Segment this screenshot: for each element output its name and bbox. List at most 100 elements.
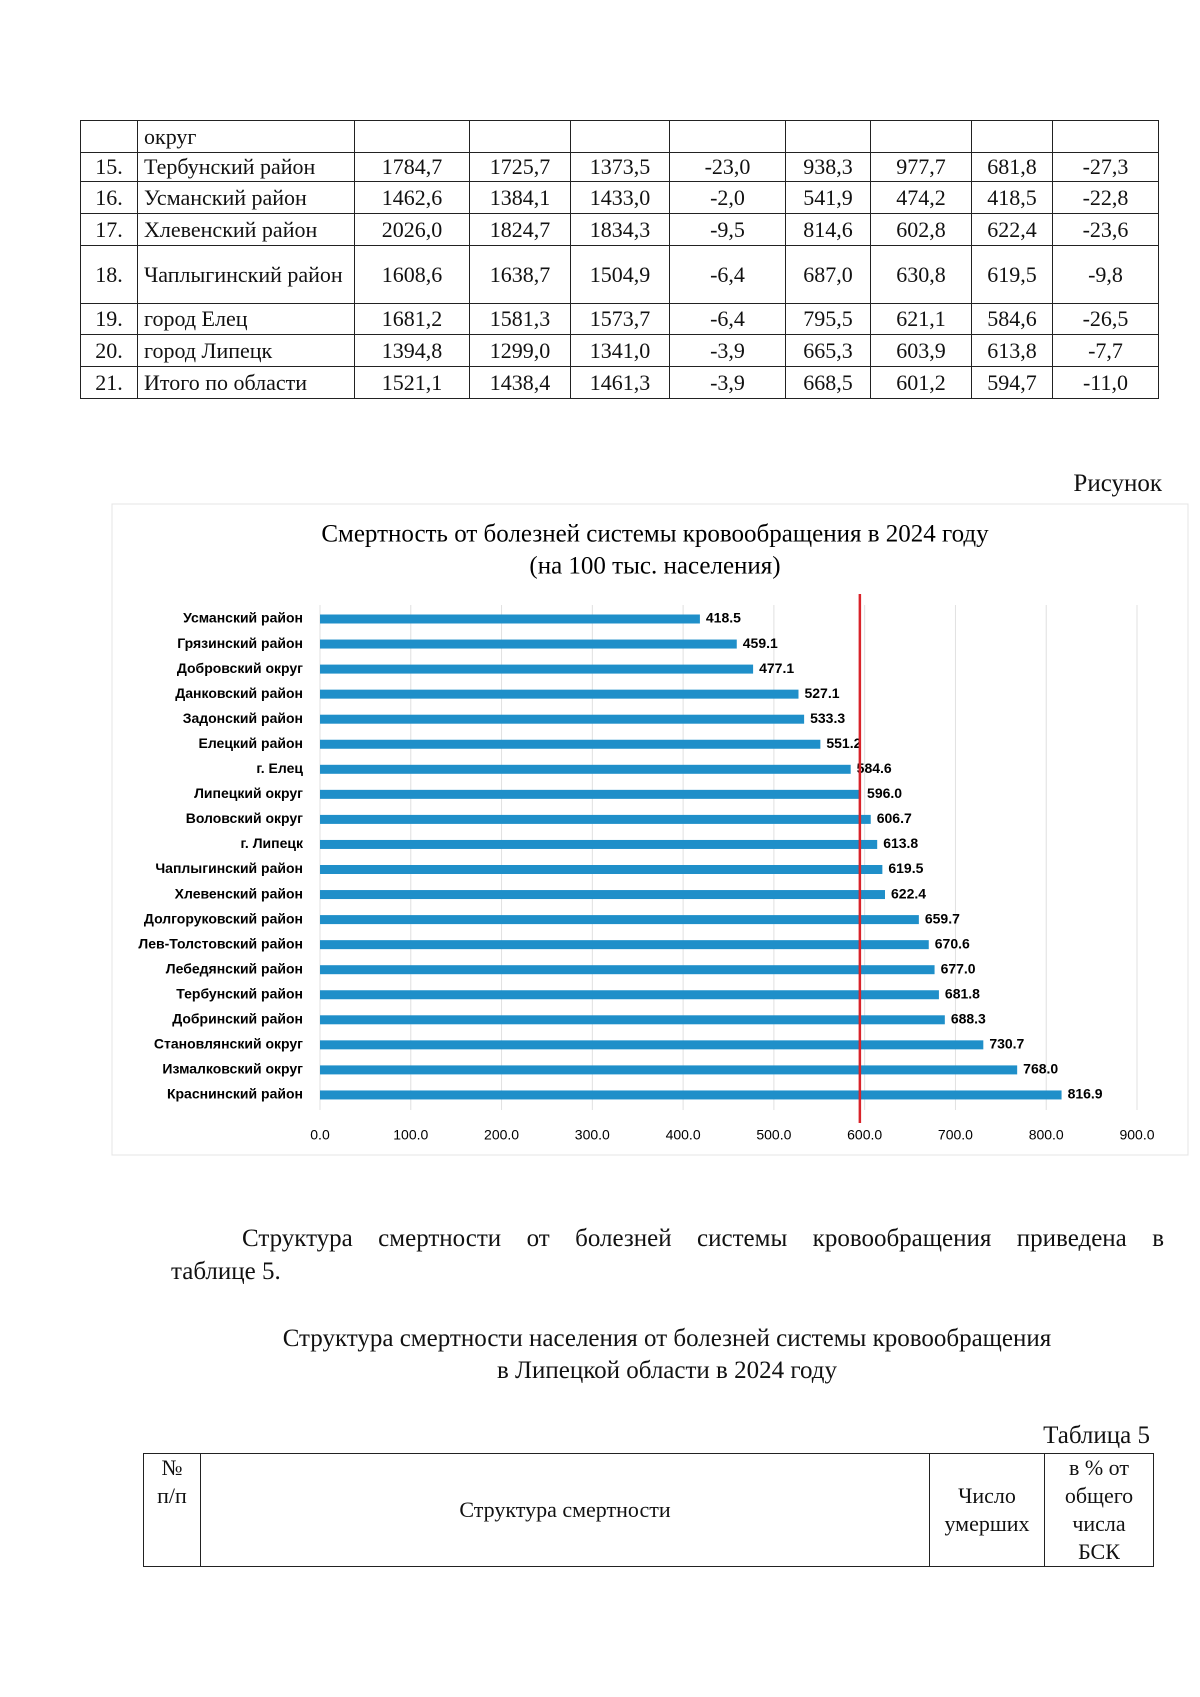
category-label: Воловский округ xyxy=(186,810,303,826)
x-tick-label: 500.0 xyxy=(756,1127,791,1143)
table-cell: -9,5 xyxy=(669,213,786,246)
bar xyxy=(320,814,871,824)
header-cell: в % от общего числа БСК xyxy=(1044,1453,1154,1567)
data-label: 606.7 xyxy=(877,810,912,826)
paragraph-line: Структура смертности от болезней системы… xyxy=(242,1225,1164,1252)
table-cell: 977,7 xyxy=(870,152,972,182)
table-row: 15. Тербунский район 1784,7 1725,7 1373,5 -23… xyxy=(80,152,1159,182)
table-cell: 21. xyxy=(80,366,138,399)
bar xyxy=(320,1015,945,1025)
table-cell: Чаплыгинский район xyxy=(137,245,355,304)
bar xyxy=(320,639,737,649)
bar xyxy=(320,789,862,799)
bar xyxy=(320,714,805,724)
bar xyxy=(320,990,939,1000)
data-label: 730.7 xyxy=(989,1036,1024,1052)
category-label: Хлевенский район xyxy=(175,885,303,901)
table-cell: Усманский район xyxy=(137,181,355,214)
table-cell: 814,6 xyxy=(785,213,871,246)
table-row: 18. Чаплыгинский район 1608,6 1638,7 1504,9-… xyxy=(80,245,1159,304)
table-cell: 474,2 xyxy=(870,181,972,214)
table-cell: 1373,5 xyxy=(570,152,670,182)
table-cell: 1299,0 xyxy=(469,334,571,367)
figure-label: Рисунок xyxy=(1073,470,1162,497)
category-label: Тербунский район xyxy=(176,985,303,1001)
x-tick-label: 900.0 xyxy=(1119,1127,1154,1143)
data-label: 816.9 xyxy=(1068,1086,1103,1102)
data-label: 677.0 xyxy=(941,960,976,976)
table-cell: 1438,4 xyxy=(469,366,571,399)
data-label: 768.0 xyxy=(1023,1061,1058,1077)
category-label: Данковский район xyxy=(175,685,303,701)
table-cell: -3,9 xyxy=(669,334,786,367)
bar xyxy=(320,1065,1018,1075)
table-cell xyxy=(971,120,1053,153)
table-cell: 1581,3 xyxy=(469,303,571,335)
category-label: Добровский округ xyxy=(177,660,303,676)
table-cell: 938,3 xyxy=(785,152,871,182)
category-label: Усманский район xyxy=(183,610,303,626)
paragraph-line: таблице 5. xyxy=(171,1258,281,1285)
x-tick-label: 600.0 xyxy=(847,1127,882,1143)
chart-subtitle: (на 100 тыс. населения) xyxy=(529,553,780,580)
table-cell: 1433,0 xyxy=(570,181,670,214)
data-label: 619.5 xyxy=(888,860,923,876)
category-label: Добринский район xyxy=(172,1011,303,1027)
bar xyxy=(320,764,851,774)
table-cell xyxy=(785,120,871,153)
bar xyxy=(320,890,886,900)
table-cell: 16. xyxy=(80,181,138,214)
table-cell: -7,7 xyxy=(1052,334,1159,367)
bar xyxy=(320,940,929,950)
category-label: Чаплыгинский район xyxy=(155,860,303,876)
table-cell: 601,2 xyxy=(870,366,972,399)
x-tick-label: 300.0 xyxy=(575,1127,610,1143)
table-cell: 1824,7 xyxy=(469,213,571,246)
data-label: 527.1 xyxy=(804,685,839,701)
table-cell: 795,5 xyxy=(785,303,871,335)
table-cell: -2,0 xyxy=(669,181,786,214)
table-cell: 1725,7 xyxy=(469,152,571,182)
category-label: г. Елец xyxy=(256,760,303,776)
table-cell: -6,4 xyxy=(669,303,786,335)
table-cell: 1608,6 xyxy=(354,245,470,304)
x-tick-label: 400.0 xyxy=(666,1127,701,1143)
table-cell: -9,8 xyxy=(1052,245,1159,304)
table-cell: 1834,3 xyxy=(570,213,670,246)
table-cell: 1461,3 xyxy=(570,366,670,399)
table-cell: 594,7 xyxy=(971,366,1053,399)
data-label: 551.2 xyxy=(826,735,861,751)
category-label: Грязинский район xyxy=(177,635,303,651)
category-label: г. Липецк xyxy=(241,835,304,851)
table-cell: -11,0 xyxy=(1052,366,1159,399)
table-cell: город Липецк xyxy=(137,334,355,367)
table-cell: 1521,1 xyxy=(354,366,470,399)
data-label: 688.3 xyxy=(951,1011,986,1027)
table-cell: город Елец xyxy=(137,303,355,335)
header-row: № п/п Структура смертности Число умерших… xyxy=(143,1453,1154,1567)
bar xyxy=(320,839,878,849)
bar xyxy=(320,865,883,874)
data-label: 459.1 xyxy=(743,635,778,651)
bar xyxy=(320,689,799,699)
table-cell: 1784,7 xyxy=(354,152,470,182)
chart: Смертность от болезней системы кровообра… xyxy=(111,503,1189,1156)
table-cell: Хлевенский район xyxy=(137,213,355,246)
x-tick-label: 700.0 xyxy=(938,1127,973,1143)
data-label: 622.4 xyxy=(891,885,926,901)
table-cell: -3,9 xyxy=(669,366,786,399)
data-label: 418.5 xyxy=(706,610,741,626)
table-cell: -6,4 xyxy=(669,245,786,304)
header-cell: Число умерших xyxy=(929,1453,1045,1567)
data-label: 681.8 xyxy=(945,985,980,1001)
category-label: Измалковский округ xyxy=(162,1061,303,1077)
table-cell: -26,5 xyxy=(1052,303,1159,335)
x-tick-label: 200.0 xyxy=(484,1127,519,1143)
header-cell: Структура смертности xyxy=(200,1453,930,1567)
table-cell: 1638,7 xyxy=(469,245,571,304)
table-cell: 681,8 xyxy=(971,152,1053,182)
structure-table: № п/п Структура смертности Число умерших… xyxy=(143,1453,1154,1567)
table-cell xyxy=(669,120,786,153)
table-cell: 622,4 xyxy=(971,213,1053,246)
